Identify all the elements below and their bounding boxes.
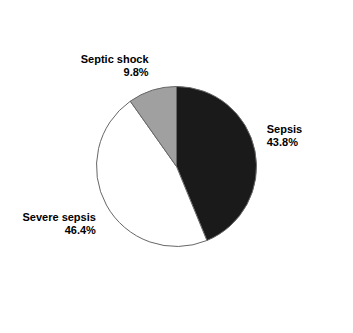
svg-text:Septic shock9.8%: Septic shock9.8% (81, 53, 150, 78)
svg-text:Severe sepsis46.4%: Severe sepsis46.4% (22, 211, 96, 236)
svg-text:Sepsis43.8%: Sepsis43.8% (267, 123, 302, 148)
